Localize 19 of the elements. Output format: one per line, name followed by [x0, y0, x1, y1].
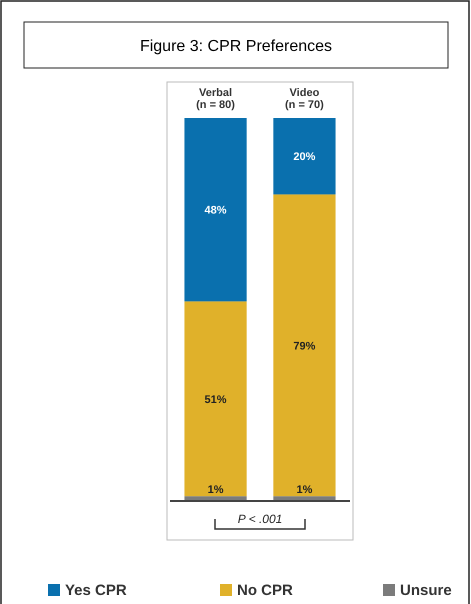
text: P < .001: [238, 512, 282, 526]
bar: [273, 496, 336, 500]
x-tick-label: Verbal (n = 80): [196, 87, 236, 111]
data-label: 1%: [208, 484, 224, 496]
data-label: 51%: [204, 394, 227, 406]
data-label: 20%: [293, 151, 316, 164]
legend-label: Yes CPR: [65, 582, 127, 599]
chart-title: Figure 3: CPR Preferences: [140, 38, 332, 55]
bar: [273, 194, 336, 496]
bar: [273, 118, 336, 194]
data-label: 48%: [204, 204, 227, 217]
bar: [184, 301, 247, 496]
legend-label: Unsure: [400, 582, 452, 599]
x-tick-label: Video (n = 70): [285, 87, 324, 111]
bar: [184, 118, 247, 302]
data-label: 1%: [296, 484, 313, 496]
legend-label: No CPR: [237, 582, 293, 599]
data-label: 79%: [293, 340, 316, 352]
bar: [184, 496, 247, 500]
